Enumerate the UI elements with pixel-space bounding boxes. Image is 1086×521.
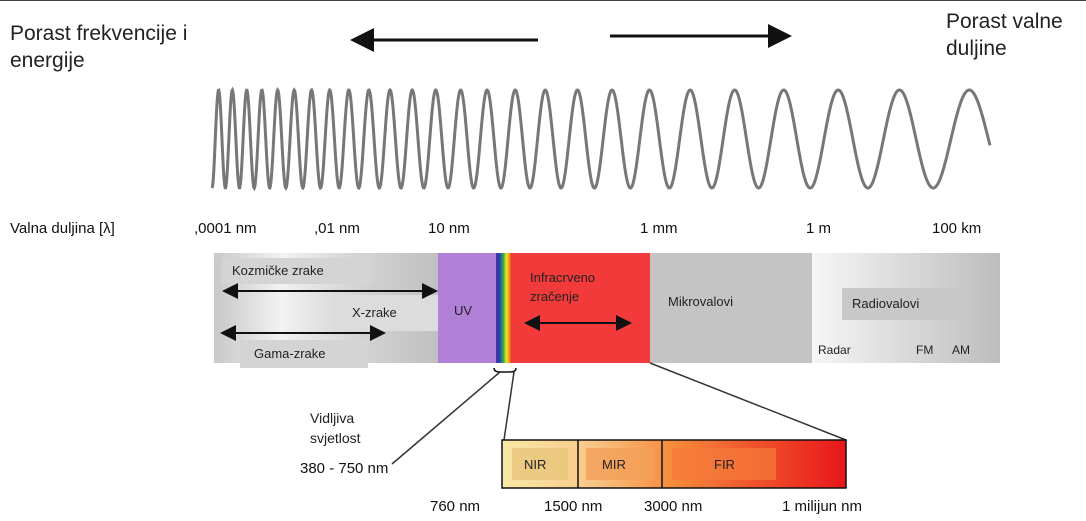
frequency-energy-heading: Porast frekvencije i energije <box>10 20 187 74</box>
uv-label: UV <box>454 303 473 318</box>
xray-label: X-zrake <box>352 305 397 320</box>
infrared-band <box>512 253 650 363</box>
fm-label: FM <box>916 343 934 357</box>
visible-label-line1: Vidljiva <box>310 410 355 426</box>
gamma-label-box <box>240 340 368 368</box>
frequency-heading-line2: energije <box>10 49 85 72</box>
microwave-band <box>650 253 812 363</box>
radar-label: Radar <box>818 343 851 357</box>
fir-label-box <box>672 448 776 480</box>
mir-label-box <box>586 448 654 480</box>
nir-label: NIR <box>524 457 547 472</box>
scale-tick-1: ,0001 nm <box>194 220 257 237</box>
visible-label-line2: svjetlost <box>310 430 361 446</box>
visible-bracket <box>493 367 517 373</box>
infrared-label-line1: Infracrveno <box>530 270 596 285</box>
uv-band <box>438 253 496 363</box>
infrared-label: Infracrveno zračenje <box>530 268 595 306</box>
ir-tick-760: 760 nm <box>430 498 481 515</box>
cosmic-rays-label: Kozmičke zrake <box>232 263 324 278</box>
radio-waves-label: Radiovalovi <box>852 296 920 311</box>
frequency-heading-line1: Porast frekvencije i <box>10 22 188 45</box>
scale-tick-5: 1 m <box>806 220 832 237</box>
mir-label: MIR <box>602 457 626 472</box>
wavelength-heading: Porast valne duljine <box>946 8 1063 62</box>
wavelength-heading-line2: duljine <box>946 37 1007 60</box>
am-label: AM <box>952 343 970 357</box>
scale-tick-4: 1 mm <box>640 220 678 237</box>
scale-tick-6: 100 km <box>932 220 982 237</box>
top-border <box>0 0 1086 1</box>
wave-line <box>210 86 992 192</box>
infrared-label-line2: zračenje <box>530 289 580 304</box>
nir-label-box <box>512 448 568 480</box>
scale-tick-3: 10 nm <box>428 220 470 237</box>
microwave-label: Mikrovalovi <box>668 294 734 309</box>
ir-detail-right-line <box>649 362 847 441</box>
ir-tick-1500: 1500 nm <box>544 498 603 515</box>
visible-light-label: Vidljiva svjetlost <box>310 408 361 448</box>
ir-tick-3000: 3000 nm <box>644 498 703 515</box>
visible-range-label: 380 - 750 nm <box>300 460 389 477</box>
ir-detail-left-line <box>503 371 515 441</box>
visible-band <box>496 253 512 363</box>
scale-tick-2: ,01 nm <box>314 220 360 237</box>
visible-callout-line <box>391 371 501 465</box>
fir-label: FIR <box>714 457 735 472</box>
radio-label-box <box>842 288 972 320</box>
wavelength-scale-label: Valna duljina [λ] <box>10 220 115 237</box>
cosmic-label-box <box>222 258 372 284</box>
gamma-rays-label: Gama-zrake <box>254 346 326 361</box>
wavelength-heading-line1: Porast valne <box>946 10 1063 33</box>
ir-tick-million: 1 milijun nm <box>782 498 863 515</box>
